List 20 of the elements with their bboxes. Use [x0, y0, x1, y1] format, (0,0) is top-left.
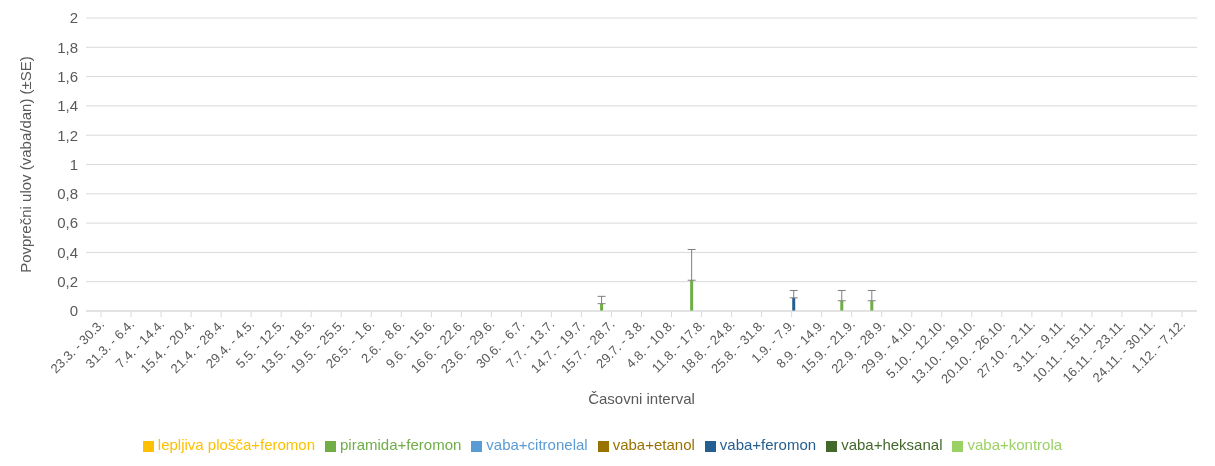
legend-label: vaba+etanol — [612, 436, 695, 453]
y-tick-label: 1,2 — [57, 126, 78, 144]
y-tick-label: 2 — [69, 9, 78, 27]
y-tick-label: 1,8 — [57, 38, 78, 56]
y-tick-label: 1,4 — [57, 97, 78, 115]
legend-label: vaba+feromon — [719, 436, 817, 453]
legend-label: piramida+feromon — [340, 436, 462, 453]
y-tick-label: 0,4 — [57, 243, 78, 261]
y-tick-label: 0,6 — [57, 214, 78, 232]
legend-label: vaba+kontrola — [967, 436, 1063, 453]
legend-label: lepljiva plošča+feromon — [157, 436, 316, 453]
y-tick-label: 0,8 — [57, 185, 78, 203]
y-tick-label: 1,6 — [57, 67, 78, 85]
legend-label: vaba+heksanal — [841, 436, 943, 453]
y-axis-title: Povprečni ulov (vaba/dan) (±SE) — [17, 56, 35, 273]
legend-label: vaba+citronelal — [486, 436, 588, 453]
y-tick-label: 0 — [69, 302, 78, 320]
y-tick-label: 1 — [69, 155, 78, 173]
x-axis-title: Časovni interval — [588, 390, 695, 407]
y-tick-label: 0,2 — [57, 273, 78, 291]
